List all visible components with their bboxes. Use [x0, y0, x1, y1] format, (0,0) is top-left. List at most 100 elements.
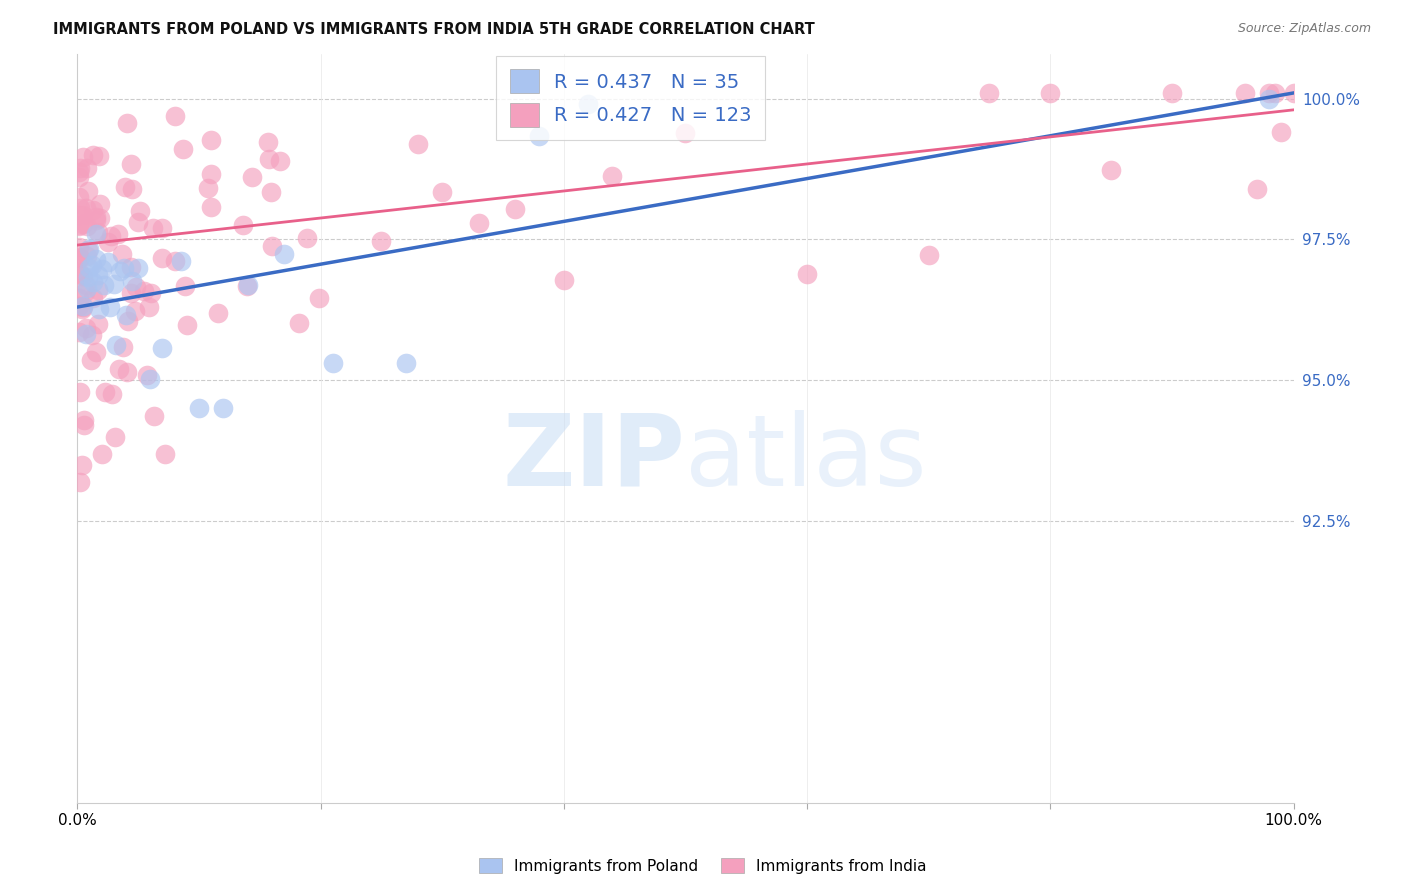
Point [602, 169, 624, 184]
Point [87, 225, 110, 239]
Point [207, 306, 229, 320]
Point [188, 401, 211, 416]
Point [76, 161, 98, 175]
Point [136, 368, 159, 382]
Point [94, 384, 117, 399]
Point [141, 285, 163, 300]
Point [70, 301, 93, 316]
Point [72, 299, 94, 313]
Point [142, 409, 165, 424]
Point [69, 202, 91, 216]
Point [72, 268, 94, 283]
Point [67, 189, 90, 203]
Text: atlas: atlas [686, 409, 927, 507]
Point [1039, 86, 1062, 100]
Point [236, 278, 259, 293]
Point [72, 208, 94, 222]
Point [73, 418, 96, 433]
Point [80, 328, 103, 343]
Point [152, 220, 174, 235]
Point [91, 446, 114, 460]
Point [142, 220, 165, 235]
Point [576, 97, 599, 112]
Point [108, 362, 131, 376]
Point [100, 386, 122, 401]
Point [120, 260, 142, 274]
Legend: R = 0.437   N = 35, R = 0.427   N = 123: R = 0.437 N = 35, R = 0.427 N = 123 [496, 55, 765, 140]
Point [1099, 163, 1122, 178]
Point [212, 401, 235, 416]
Point [90, 262, 112, 277]
Point [79, 242, 101, 256]
Point [84, 213, 107, 227]
Point [232, 218, 254, 232]
Point [257, 136, 280, 150]
Point [127, 215, 149, 229]
Point [67, 299, 90, 313]
Point [176, 318, 198, 332]
Point [262, 239, 284, 253]
Point [432, 185, 454, 199]
Point [84, 210, 107, 224]
Point [125, 279, 148, 293]
Point [115, 309, 138, 323]
Point [67, 265, 90, 279]
Point [80, 353, 103, 368]
Point [67, 170, 90, 185]
Point [139, 372, 162, 386]
Point [96, 235, 118, 249]
Point [675, 126, 697, 140]
Point [1246, 182, 1268, 196]
Point [108, 264, 131, 278]
Point [77, 269, 100, 284]
Point [174, 279, 197, 293]
Point [105, 338, 128, 352]
Point [124, 303, 146, 318]
Point [260, 186, 283, 200]
Point [132, 284, 155, 298]
Point [76, 281, 98, 295]
Point [67, 218, 90, 232]
Point [165, 109, 187, 123]
Point [979, 86, 1001, 100]
Point [117, 314, 139, 328]
Point [503, 202, 526, 217]
Point [82, 148, 104, 162]
Point [308, 291, 330, 305]
Point [75, 277, 97, 292]
Point [100, 228, 122, 243]
Point [87, 149, 110, 163]
Point [200, 200, 222, 214]
Point [322, 356, 344, 370]
Point [129, 203, 152, 218]
Point [1282, 86, 1305, 100]
Point [918, 248, 941, 262]
Point [395, 356, 418, 370]
Point [69, 475, 91, 489]
Point [553, 273, 575, 287]
Point [111, 246, 134, 260]
Point [82, 275, 104, 289]
Point [73, 285, 96, 300]
Point [152, 342, 174, 356]
Point [200, 133, 222, 147]
Point [257, 152, 280, 166]
Point [87, 268, 110, 283]
Point [1233, 86, 1256, 100]
Point [67, 251, 90, 265]
Point [150, 252, 173, 266]
Point [1270, 125, 1292, 139]
Point [107, 227, 129, 242]
Point [406, 136, 429, 151]
Point [98, 300, 121, 314]
Point [1258, 92, 1281, 106]
Point [89, 211, 111, 225]
Legend: Immigrants from Poland, Immigrants from India: Immigrants from Poland, Immigrants from … [472, 852, 934, 880]
Point [76, 219, 98, 233]
Point [77, 184, 100, 198]
Point [67, 208, 90, 222]
Point [112, 340, 135, 354]
Point [89, 301, 111, 316]
Point [76, 243, 98, 257]
Point [75, 320, 97, 334]
